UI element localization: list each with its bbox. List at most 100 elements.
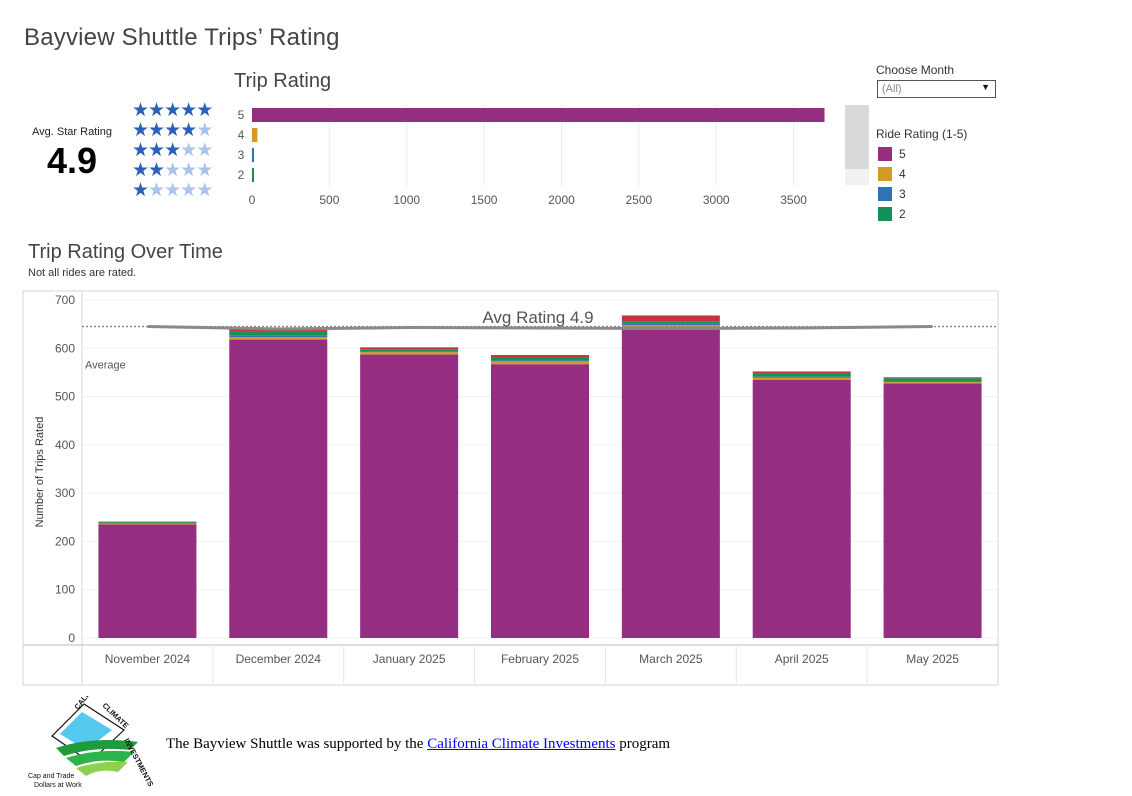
chevron-down-icon: ▼: [981, 82, 990, 92]
x-tick-label: November 2024: [105, 652, 191, 666]
y-tick-label: 100: [55, 583, 75, 597]
footer-text-before: The Bayview Shuttle was supported by the: [166, 736, 428, 752]
star-icon: ★: [196, 180, 213, 201]
star-row: ★★★★★: [132, 140, 213, 161]
bar-segment-5: [229, 339, 328, 638]
star-row: ★★★★★: [132, 180, 213, 201]
legend-swatch: [878, 206, 892, 221]
bar-segment-2: [229, 331, 328, 336]
y-tick-label: 200: [55, 534, 75, 548]
legend-item-4[interactable]: 4: [878, 166, 906, 182]
bar-segment-5: [98, 524, 197, 638]
y-tick-label: 0: [68, 631, 75, 645]
chart-scrollbar-thumb[interactable]: [845, 105, 869, 169]
star-icon: ★: [132, 100, 149, 121]
star-icon: ★: [132, 180, 149, 201]
logo-tagline: Cap and Trade: [28, 773, 74, 780]
legend-item-3[interactable]: 3: [878, 186, 906, 202]
y-tick-label: 300: [55, 486, 75, 500]
star-icon: ★: [148, 160, 165, 181]
bar-segment-3: [621, 323, 720, 326]
y-tick-label: 2: [238, 168, 245, 182]
bar-rating-4: [252, 128, 258, 142]
avg-rating-line: [147, 325, 933, 331]
bar-segment-4: [98, 523, 197, 525]
bar-segment-4: [360, 352, 459, 355]
star-icon: ★: [132, 140, 149, 161]
star-icon: ★: [196, 100, 213, 121]
rating-over-time-subtitle: Not all rides are rated.: [28, 267, 137, 279]
x-tick-label: 1500: [471, 193, 498, 207]
legend-item-5[interactable]: 5: [878, 146, 906, 162]
trip-rating-chart-title: Trip Rating: [234, 70, 332, 92]
bar-segment-4: [883, 382, 982, 384]
avg-star-rating-value: 4.9: [46, 140, 98, 181]
star-icon: ★: [164, 100, 181, 121]
page-title: Bayview Shuttle Trips’ Rating: [24, 24, 340, 51]
x-tick-label: May 2025: [906, 652, 959, 666]
star-icon: ★: [132, 120, 149, 141]
y-tick-label: 400: [55, 438, 75, 452]
x-tick-label: 2500: [625, 193, 652, 207]
rating-over-time-chart[interactable]: 0 100 200 300 400 500 600 700 Number of Trips Ra…: [20, 288, 1005, 688]
california-climate-investments-link[interactable]: California Climate Investments: [427, 736, 616, 752]
y-axis-label: Number of Trips Rated: [34, 417, 46, 528]
star-icon: ★: [180, 180, 197, 201]
star-icon: ★: [148, 140, 165, 161]
bar-segment-1: [883, 377, 982, 379]
x-tick-label: 3500: [780, 193, 807, 207]
avg-rating-label: Avg Rating 4.9: [482, 308, 593, 327]
star-icon: ★: [148, 100, 165, 121]
bar-segment-5: [360, 354, 459, 638]
rating-over-time-title: Trip Rating Over Time: [28, 241, 223, 263]
bar-segment-2: [491, 357, 589, 361]
bar-segment-5: [491, 364, 589, 638]
avg-star-rating-label: Avg. Star Rating: [32, 126, 112, 138]
x-tick-label: February 2025: [501, 652, 579, 666]
x-tick-label: March 2025: [639, 652, 703, 666]
month-filter-dropdown[interactable]: (All) ▼: [877, 80, 996, 98]
legend-item-2[interactable]: 2: [878, 206, 906, 222]
legend-swatch: [878, 166, 892, 181]
bar-segment-2: [883, 378, 982, 382]
x-tick-label: January 2025: [373, 652, 446, 666]
bar-segment-2: [360, 349, 459, 352]
y-tick-label: 3: [238, 148, 245, 162]
star-icon: ★: [164, 120, 181, 141]
month-filter-value: (All): [882, 83, 902, 95]
bar-segment-1: [621, 315, 720, 322]
star-icon: ★: [132, 160, 149, 181]
y-tick-label: 4: [238, 128, 245, 142]
star-row: ★★★★★: [132, 100, 213, 121]
y-tick-label: 600: [55, 341, 75, 355]
x-tick-label: 3000: [703, 193, 730, 207]
bar-segment-1: [98, 521, 197, 523]
bar-segment-5: [752, 379, 851, 638]
bar-rating-2: [252, 168, 254, 182]
star-icon: ★: [196, 120, 213, 141]
bar-segment-4: [752, 377, 851, 380]
bar-segment-5: [621, 328, 720, 638]
legend-swatch: [878, 146, 892, 161]
x-tick-label: 500: [319, 193, 339, 207]
bar-rating-3: [252, 148, 254, 162]
star-icon: ★: [180, 160, 197, 181]
chart-frame: [22, 290, 999, 686]
star-row: ★★★★★: [132, 120, 213, 141]
bar-segment-3: [752, 376, 851, 378]
x-tick-label: December 2024: [236, 652, 322, 666]
star-icon: ★: [164, 180, 181, 201]
x-tick-label: April 2025: [775, 652, 829, 666]
trip-rating-chart[interactable]: 0 500 1000 1500 2000 2500 3000 3500 5 4 3 2: [230, 100, 845, 215]
bar-segment-4: [229, 337, 328, 340]
star-icon: ★: [180, 120, 197, 141]
footer-text-after: program: [615, 736, 671, 752]
star-icon: ★: [164, 140, 181, 161]
star-icon: ★: [196, 160, 213, 181]
bar-segment-5: [883, 383, 982, 638]
california-climate-investments-logo: CALIFORNIA CLIMATE INVESTMENTS Cap and T…: [28, 696, 155, 789]
star-row: ★★★★★: [132, 160, 213, 181]
bar-segment-1: [360, 347, 459, 350]
y-tick-label: 5: [238, 108, 245, 122]
legend-title: Ride Rating (1-5): [876, 127, 968, 141]
